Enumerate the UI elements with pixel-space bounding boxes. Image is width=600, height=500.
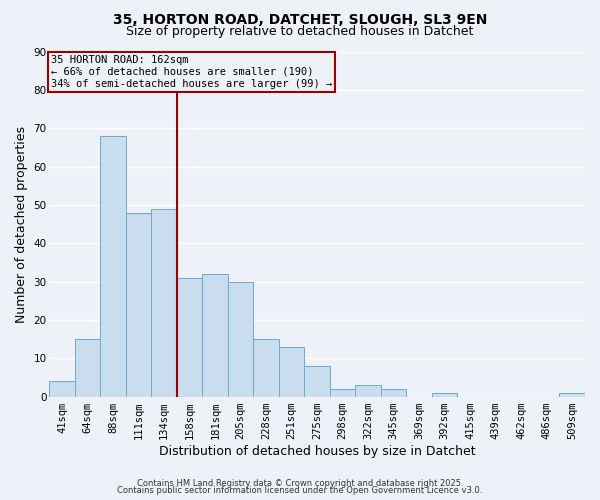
Text: Size of property relative to detached houses in Datchet: Size of property relative to detached ho… xyxy=(127,25,473,38)
Bar xyxy=(100,136,126,396)
Bar xyxy=(304,366,330,396)
Bar xyxy=(177,278,202,396)
Bar xyxy=(151,208,177,396)
Text: Contains public sector information licensed under the Open Government Licence v3: Contains public sector information licen… xyxy=(118,486,482,495)
X-axis label: Distribution of detached houses by size in Datchet: Distribution of detached houses by size … xyxy=(159,444,476,458)
Bar xyxy=(381,389,406,396)
Bar xyxy=(279,346,304,397)
Bar xyxy=(202,274,228,396)
Bar xyxy=(75,339,100,396)
Bar xyxy=(559,392,585,396)
Text: 35 HORTON ROAD: 162sqm
← 66% of detached houses are smaller (190)
34% of semi-de: 35 HORTON ROAD: 162sqm ← 66% of detached… xyxy=(51,56,332,88)
Bar xyxy=(49,381,75,396)
Bar xyxy=(253,339,279,396)
Bar xyxy=(228,282,253,397)
Bar xyxy=(330,389,355,396)
Text: 35, HORTON ROAD, DATCHET, SLOUGH, SL3 9EN: 35, HORTON ROAD, DATCHET, SLOUGH, SL3 9E… xyxy=(113,12,487,26)
Bar xyxy=(126,212,151,396)
Text: Contains HM Land Registry data © Crown copyright and database right 2025.: Contains HM Land Registry data © Crown c… xyxy=(137,478,463,488)
Bar xyxy=(355,385,381,396)
Bar xyxy=(432,392,457,396)
Y-axis label: Number of detached properties: Number of detached properties xyxy=(15,126,28,322)
